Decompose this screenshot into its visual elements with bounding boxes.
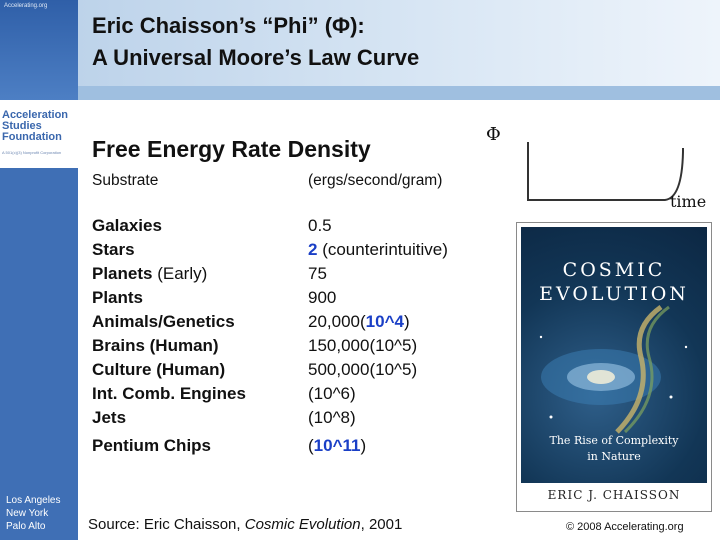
substrate-name: Int. Comb. Engines: [92, 384, 246, 403]
rate-value: (10^11): [308, 434, 448, 458]
city: New York: [6, 508, 49, 519]
substrate-column: Galaxies Stars Planets (Early) Plants An…: [92, 214, 246, 458]
rate-value: (10^8): [308, 408, 356, 427]
value-column: 0.5 2 (counterintuitive) 75 900 20,000(1…: [308, 214, 448, 458]
logo-line: Acceleration: [2, 109, 69, 121]
title-line-2: A Universal Moore’s Law Curve: [92, 45, 420, 70]
rate-value-highlight: 10^4: [365, 312, 404, 331]
rate-value: 0.5: [308, 216, 332, 235]
substrate-name: Brains (Human): [92, 336, 219, 355]
rate-value: 150,000(10^5): [308, 336, 418, 355]
book-author: ERIC J. CHAISSON: [521, 483, 707, 507]
sidebar: Accelerating.org Acceleration Studies Fo…: [0, 0, 78, 540]
rate-value: (10^6): [308, 384, 356, 403]
book-title-line-1: COSMIC: [562, 259, 666, 281]
book-subtitle-line: The Rise of Complexity: [549, 434, 679, 447]
substrate-name: Culture (Human): [92, 360, 226, 379]
rate-value: 2 (counterintuitive): [308, 238, 448, 262]
source-suffix: , 2001: [360, 516, 403, 533]
title-line-1: Eric Chaisson’s “Phi” (Φ):: [92, 13, 365, 38]
book-subtitle-line: in Nature: [587, 450, 641, 463]
book-title-line-2: EVOLUTION: [539, 283, 689, 305]
book-subtitle: The Rise of Complexity in Nature: [521, 433, 707, 465]
accent-bar: [78, 86, 720, 100]
substrate-name: Plants: [92, 288, 144, 307]
site-url[interactable]: Accelerating.org: [4, 3, 48, 9]
substrate-name: Pentium Chips: [92, 436, 212, 455]
source-citation: Source: Eric Chaisson, Cosmic Evolution,…: [88, 516, 402, 533]
column-header-units: (ergs/second/gram): [308, 172, 443, 189]
title-background: [78, 0, 720, 86]
rate-value-highlight: 10^11: [313, 436, 361, 455]
substrate-name: Animals/Genetics: [92, 312, 235, 331]
city-list: Los Angeles New York Palo Alto: [6, 494, 61, 533]
logo-subtitle: A 501(c)(3) Nonprofit Corporation: [2, 150, 62, 155]
rate-value-highlight: 2: [308, 240, 318, 259]
phi-axis-label: Φ: [486, 124, 501, 145]
slide-title: Eric Chaisson’s “Phi” (Φ): A Universal M…: [92, 10, 419, 74]
substrate-name-main: Planets: [92, 264, 153, 283]
source-prefix: Source: Eric Chaisson,: [88, 516, 245, 533]
rate-value-tail: ): [360, 436, 367, 455]
substrate-name: Planets (Early): [92, 262, 246, 286]
source-title: Cosmic Evolution: [244, 516, 361, 533]
foundation-logo: Acceleration Studies Foundation: [2, 110, 78, 143]
logo-line: Foundation: [2, 131, 62, 143]
logo-area: [0, 100, 78, 168]
sidebar-header-band: [0, 0, 78, 100]
rate-value: 900: [308, 288, 337, 307]
curve-line: [527, 142, 684, 201]
time-axis-label: time: [670, 192, 707, 211]
logo-line: Studies: [2, 120, 42, 132]
column-header-substrate: Substrate: [92, 172, 159, 189]
book-cover-image: COSMIC EVOLUTION The Rise of Complexity …: [516, 222, 712, 512]
substrate-name: Jets: [92, 408, 127, 427]
book-cover: COSMIC EVOLUTION The Rise of Complexity …: [521, 227, 707, 507]
substrate-name: Galaxies: [92, 216, 162, 235]
rate-value: 500,000(10^5): [308, 360, 418, 379]
city: Los Angeles: [6, 495, 61, 506]
rate-value-main: (: [308, 436, 314, 455]
rate-value: 75: [308, 264, 327, 283]
rate-value-tail: ): [403, 312, 410, 331]
substrate-name: Stars: [92, 240, 135, 259]
section-heading: Free Energy Rate Density: [92, 136, 371, 162]
rate-value-main: 20,000(: [308, 312, 366, 331]
substrate-name-note: (Early): [152, 264, 208, 283]
rate-value-note: (counterintuitive): [317, 240, 448, 259]
copyright-notice: © 2008 Accelerating.org: [566, 521, 684, 533]
spiral-galaxy-art: [539, 304, 688, 434]
city: Palo Alto: [6, 521, 46, 532]
rate-value: 20,000(10^4): [308, 310, 448, 334]
